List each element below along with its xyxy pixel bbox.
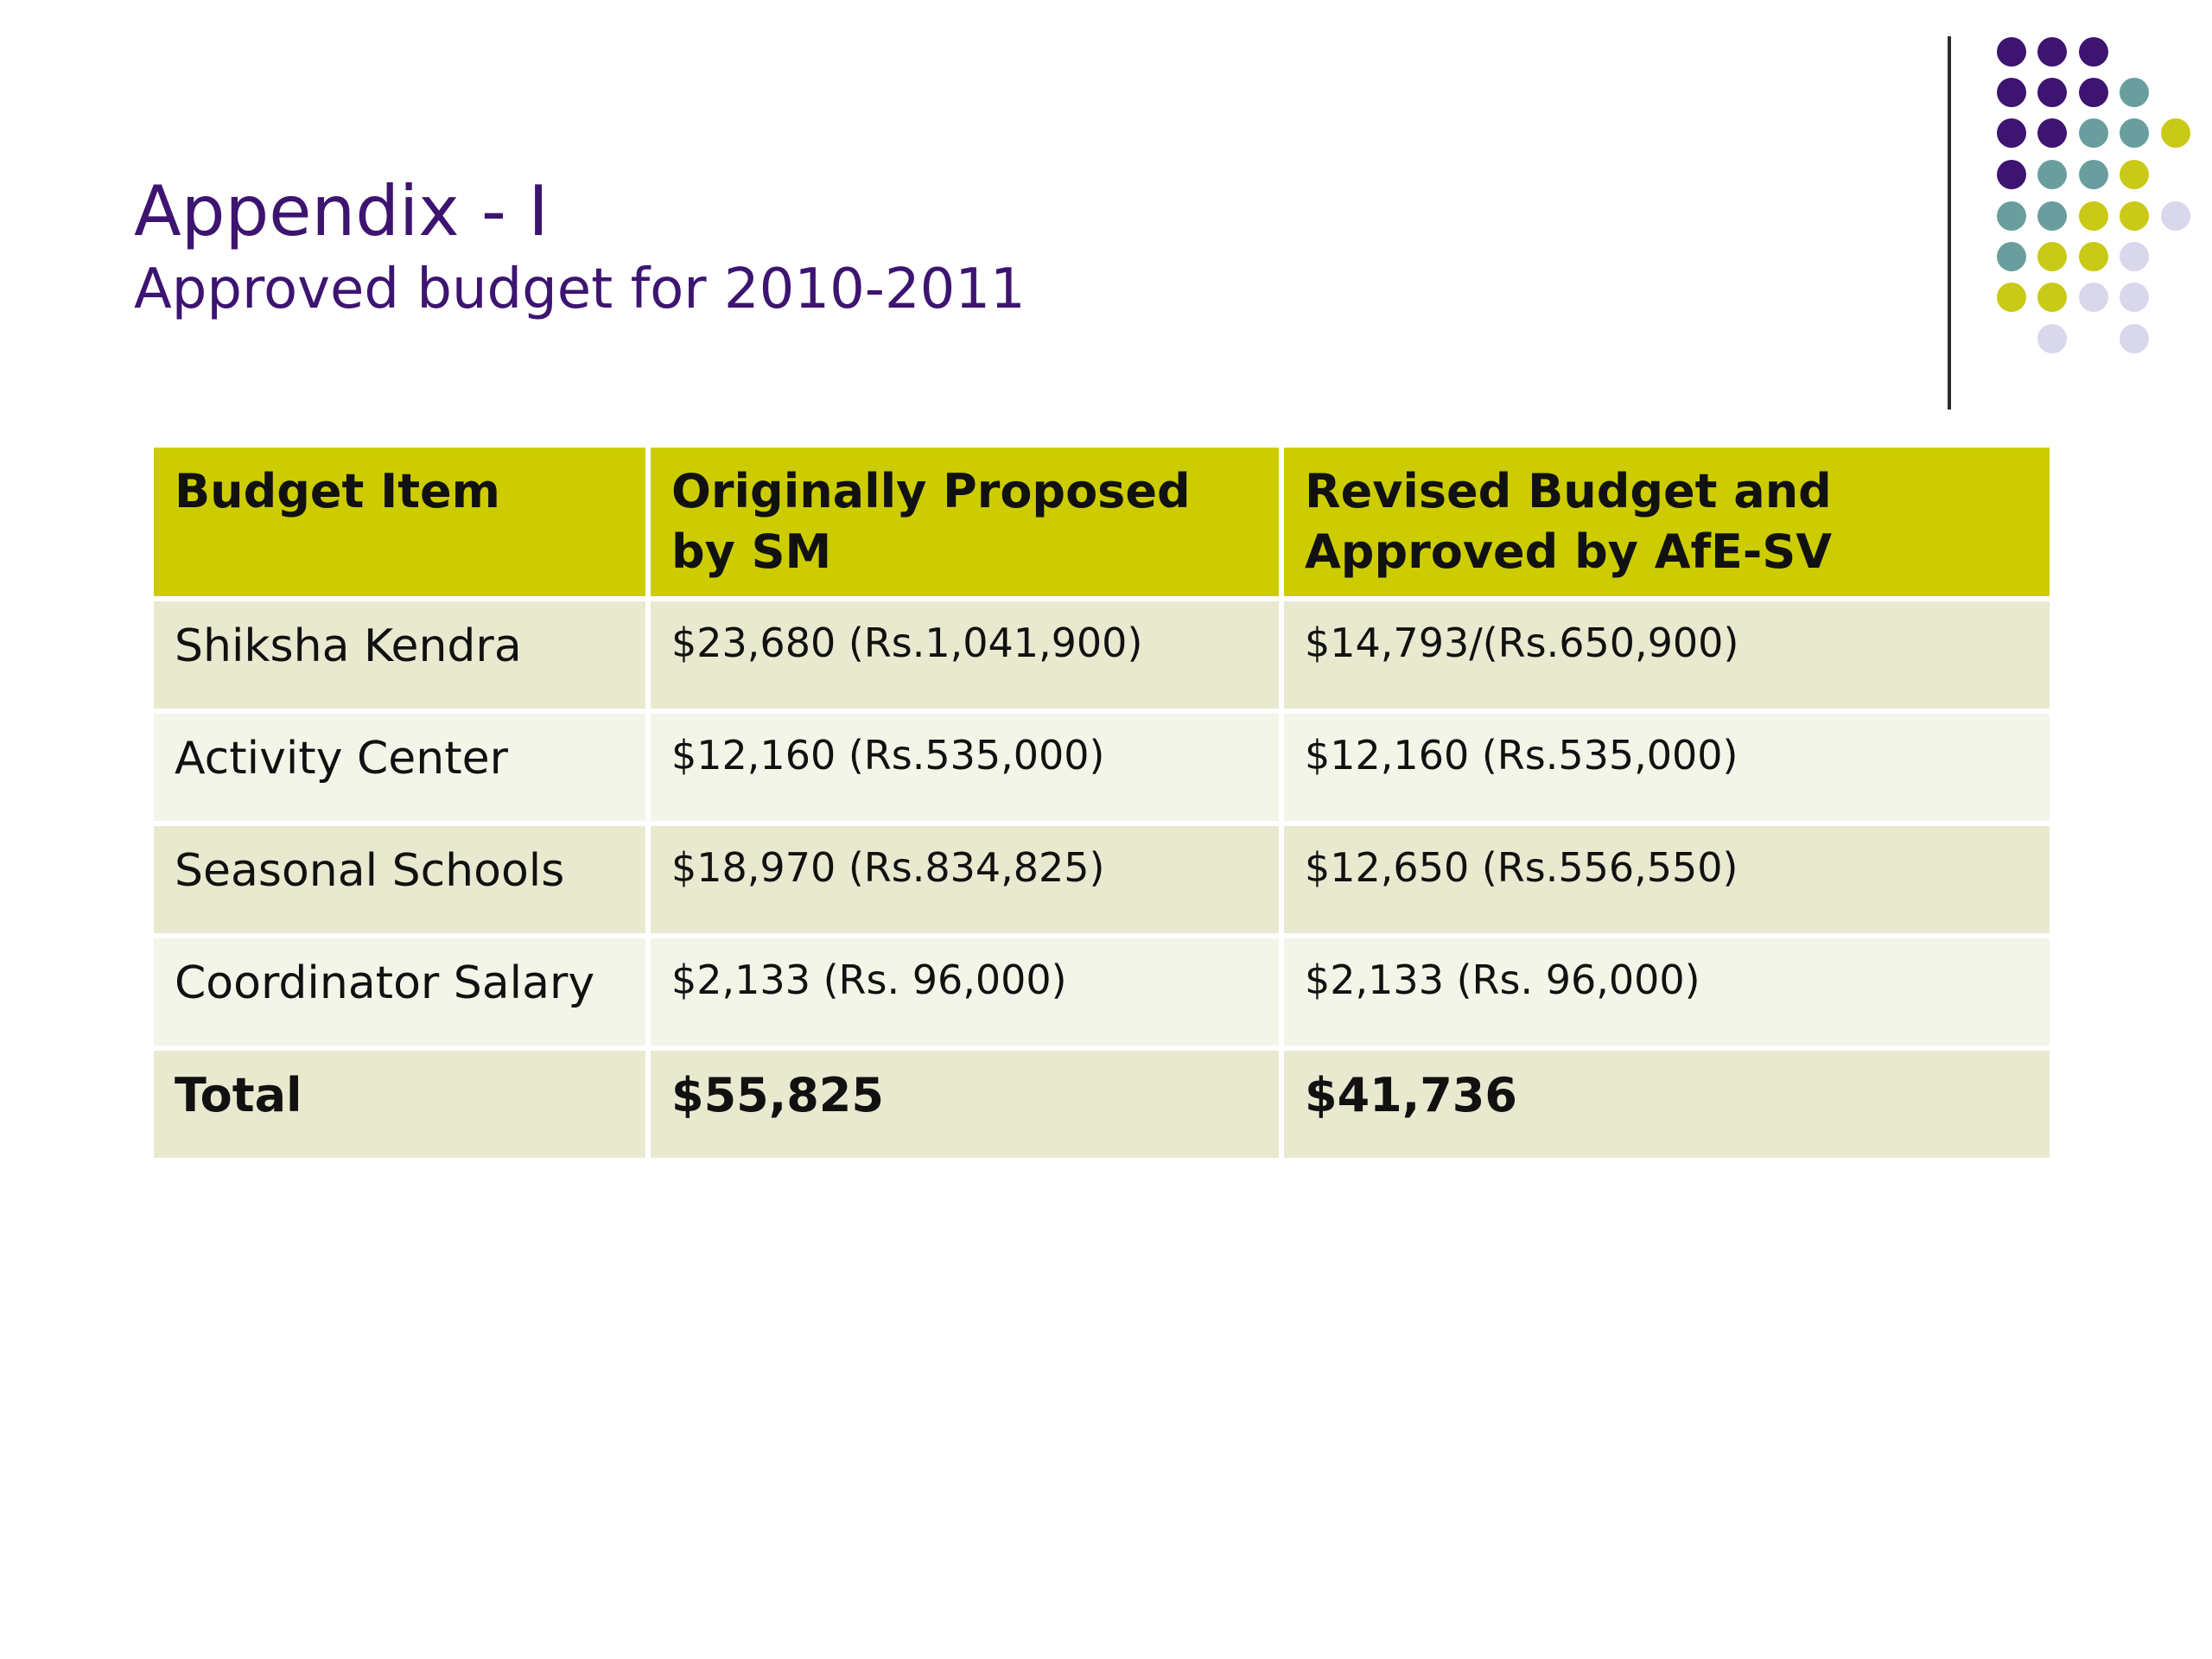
approved-cell: $2,133 (Rs. 96,000)	[1279, 933, 2055, 1051]
dot	[1997, 78, 2026, 107]
approved-cell: $12,160 (Rs.535,000)	[1279, 709, 2055, 826]
dot	[2079, 118, 2108, 148]
dot	[2120, 201, 2149, 231]
table-header-row: Budget Item Originally Proposed by SM Re…	[149, 442, 2055, 601]
header-revised-approved: Revised Budget and Approved by AfE-SV	[1279, 442, 2055, 601]
dot	[1997, 37, 2026, 67]
dot	[1997, 201, 2026, 231]
dot	[2120, 160, 2149, 189]
budget-item-cell: Activity Center	[149, 709, 651, 826]
dot	[2037, 37, 2067, 67]
dot	[2079, 201, 2108, 231]
dot	[2120, 118, 2149, 148]
approved-cell: $14,793/(Rs.650,900)	[1279, 596, 2055, 714]
dot	[2037, 160, 2067, 189]
dot	[2079, 242, 2108, 271]
budget-table: Budget Item Originally Proposed by SM Re…	[149, 442, 2055, 1163]
proposed-cell: $2,133 (Rs. 96,000)	[645, 933, 1284, 1051]
dot	[2161, 118, 2190, 148]
budget-item-cell: Coordinator Salary	[149, 933, 651, 1051]
table-row: Seasonal Schools $18,970 (Rs.834,825) $1…	[149, 821, 2055, 938]
header-budget-item: Budget Item	[149, 442, 651, 601]
table-row: Coordinator Salary $2,133 (Rs. 96,000) $…	[149, 933, 2055, 1051]
dot	[2037, 283, 2067, 312]
dot	[1997, 160, 2026, 189]
table-row: Shiksha Kendra $23,680 (Rs.1,041,900) $1…	[149, 596, 2055, 714]
total-approved-cell: $41,736	[1279, 1046, 2055, 1163]
dot	[1997, 283, 2026, 312]
dot	[2037, 324, 2067, 353]
table-total-row: Total $55,825 $41,736	[149, 1046, 2055, 1163]
budget-item-cell: Seasonal Schools	[149, 821, 651, 938]
proposed-cell: $12,160 (Rs.535,000)	[645, 709, 1284, 826]
dot	[2079, 78, 2108, 107]
proposed-cell: $23,680 (Rs.1,041,900)	[645, 596, 1284, 714]
dot	[2120, 324, 2149, 353]
table-row: Activity Center $12,160 (Rs.535,000) $12…	[149, 709, 2055, 826]
dot	[2037, 78, 2067, 107]
budget-item-cell: Shiksha Kendra	[149, 596, 651, 714]
total-proposed-cell: $55,825	[645, 1046, 1284, 1163]
vertical-divider	[1948, 36, 1951, 410]
dot	[2161, 201, 2190, 231]
dot	[2037, 118, 2067, 148]
dot	[2037, 201, 2067, 231]
dot	[2037, 242, 2067, 271]
dot	[2079, 283, 2108, 312]
header-originally-proposed: Originally Proposed by SM	[645, 442, 1284, 601]
dot	[2120, 78, 2149, 107]
dot	[2120, 283, 2149, 312]
approved-cell: $12,650 (Rs.556,550)	[1279, 821, 2055, 938]
total-label-cell: Total	[149, 1046, 651, 1163]
dot	[2079, 37, 2108, 67]
slide-subtitle: Approved budget for 2010-2011	[134, 257, 1026, 321]
dot	[2120, 242, 2149, 271]
dot	[1997, 242, 2026, 271]
slide-title: Appendix - I	[134, 171, 549, 251]
proposed-cell: $18,970 (Rs.834,825)	[645, 821, 1284, 938]
dot	[2079, 160, 2108, 189]
title-block: Appendix - I Approved budget for 2010-20…	[134, 168, 1026, 324]
dot	[1997, 118, 2026, 148]
